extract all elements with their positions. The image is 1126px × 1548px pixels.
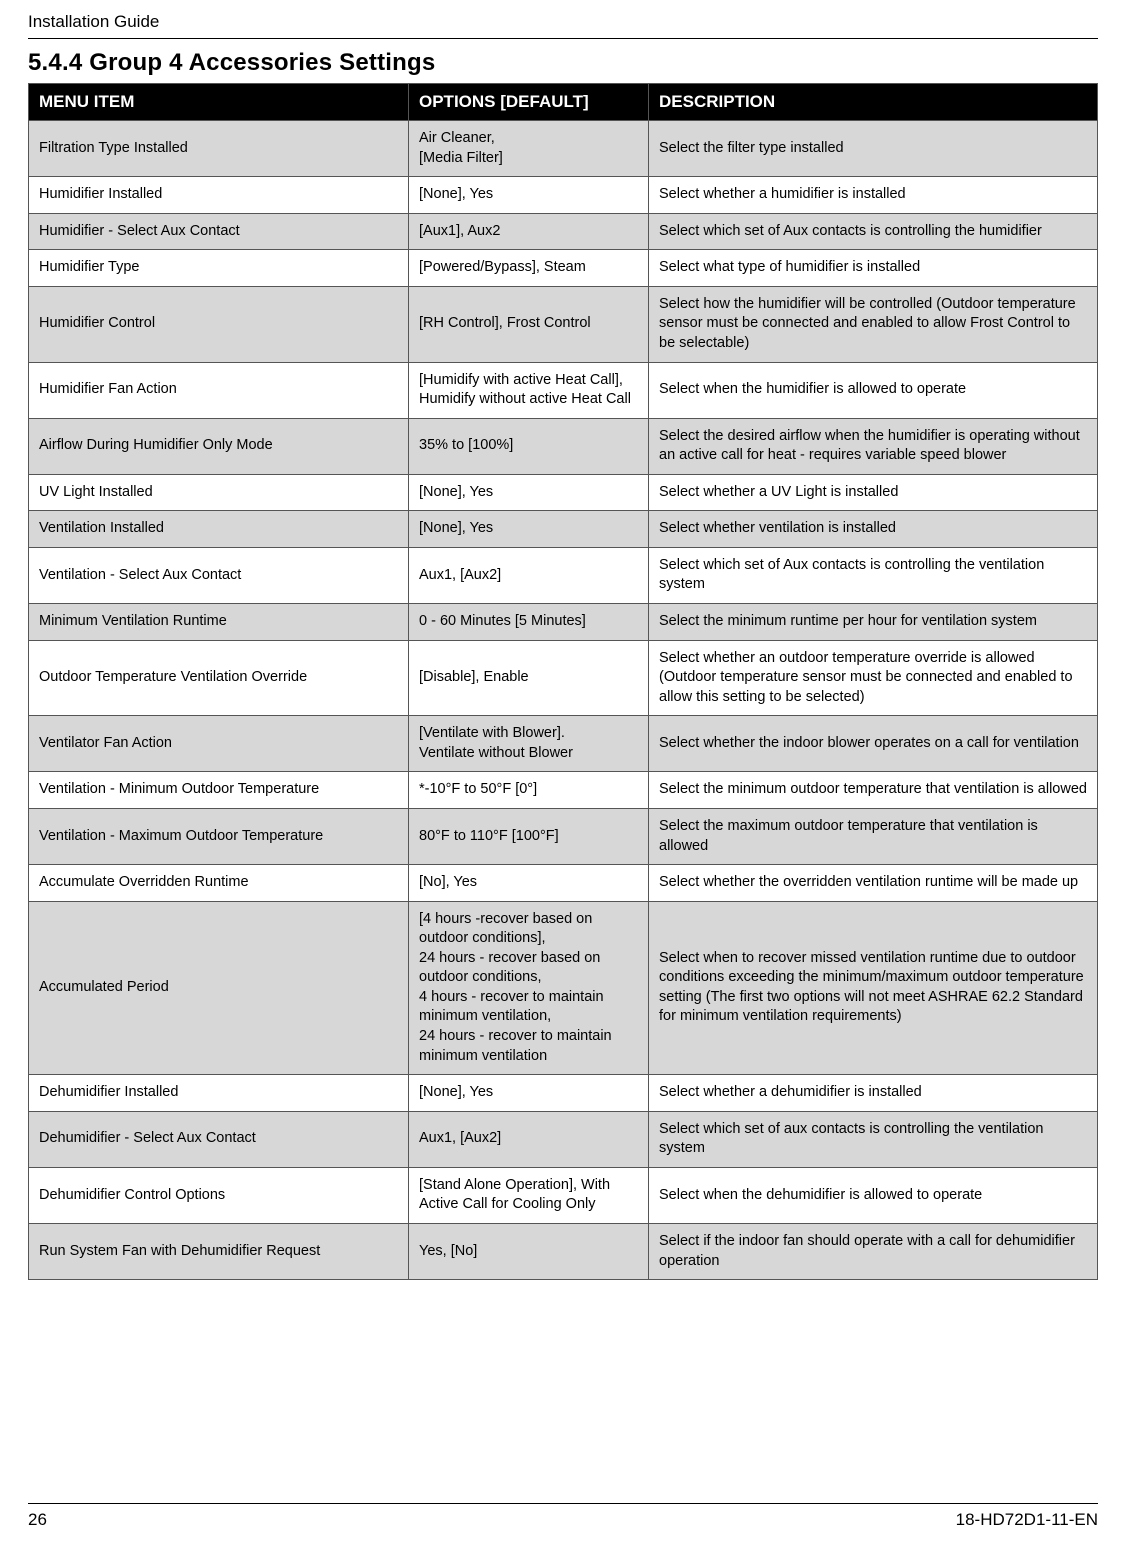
cell-menu-item: Ventilation - Select Aux Contact [29,547,409,603]
cell-description: Select which set of Aux contacts is cont… [649,213,1098,250]
cell-menu-item: Run System Fan with Dehumidifier Request [29,1223,409,1279]
cell-menu-item: Ventilation - Maximum Outdoor Temperatur… [29,808,409,864]
table-row: Humidifier - Select Aux Contact[Aux1], A… [29,213,1098,250]
cell-options: Air Cleaner, [Media Filter] [409,121,649,177]
cell-options: [None], Yes [409,177,649,214]
cell-description: Select when to recover missed ventilatio… [649,901,1098,1075]
cell-options: [Aux1], Aux2 [409,213,649,250]
cell-options: [Ventilate with Blower]. Ventilate witho… [409,716,649,772]
cell-options: [RH Control], Frost Control [409,286,649,362]
cell-description: Select which set of Aux contacts is cont… [649,547,1098,603]
cell-menu-item: Humidifier - Select Aux Contact [29,213,409,250]
cell-menu-item: Dehumidifier Installed [29,1075,409,1112]
cell-description: Select whether a dehumidifier is install… [649,1075,1098,1112]
table-row: Dehumidifier Installed[None], YesSelect … [29,1075,1098,1112]
table-row: Humidifier Installed[None], YesSelect wh… [29,177,1098,214]
cell-menu-item: Ventilation Installed [29,511,409,548]
table-row: Run System Fan with Dehumidifier Request… [29,1223,1098,1279]
cell-menu-item: UV Light Installed [29,474,409,511]
settings-table: MENU ITEM OPTIONS [DEFAULT] DESCRIPTION … [28,83,1098,1280]
cell-options: *-10°F to 50°F [0°] [409,772,649,809]
page-footer: 26 18-HD72D1-11-EN [28,1503,1098,1530]
table-row: Accumulated Period[4 hours -recover base… [29,901,1098,1075]
th-menu: MENU ITEM [29,84,409,121]
document-header: Installation Guide [28,12,1098,39]
cell-options: [None], Yes [409,474,649,511]
cell-menu-item: Airflow During Humidifier Only Mode [29,418,409,474]
cell-options: 80°F to 110°F [100°F] [409,808,649,864]
table-row: Filtration Type InstalledAir Cleaner, [M… [29,121,1098,177]
cell-description: Select the desired airflow when the humi… [649,418,1098,474]
cell-menu-item: Minimum Ventilation Runtime [29,604,409,641]
table-row: Ventilation Installed[None], YesSelect w… [29,511,1098,548]
cell-menu-item: Dehumidifier Control Options [29,1167,409,1223]
cell-description: Select which set of aux contacts is cont… [649,1111,1098,1167]
th-desc: DESCRIPTION [649,84,1098,121]
cell-menu-item: Ventilator Fan Action [29,716,409,772]
cell-description: Select how the humidifier will be contro… [649,286,1098,362]
cell-options: [Humidify with active Heat Call], Humidi… [409,362,649,418]
cell-description: Select whether ventilation is installed [649,511,1098,548]
cell-description: Select whether a humidifier is installed [649,177,1098,214]
cell-description: Select the maximum outdoor temperature t… [649,808,1098,864]
cell-menu-item: Humidifier Fan Action [29,362,409,418]
table-row: Airflow During Humidifier Only Mode35% t… [29,418,1098,474]
cell-menu-item: Dehumidifier - Select Aux Contact [29,1111,409,1167]
th-options: OPTIONS [DEFAULT] [409,84,649,121]
table-row: UV Light Installed[None], YesSelect whet… [29,474,1098,511]
cell-description: Select whether an outdoor temperature ov… [649,640,1098,716]
cell-description: Select if the indoor fan should operate … [649,1223,1098,1279]
table-row: Outdoor Temperature Ventilation Override… [29,640,1098,716]
table-row: Ventilation - Minimum Outdoor Temperatur… [29,772,1098,809]
cell-menu-item: Humidifier Control [29,286,409,362]
table-row: Minimum Ventilation Runtime0 - 60 Minute… [29,604,1098,641]
cell-description: Select when the dehumidifier is allowed … [649,1167,1098,1223]
cell-options: [None], Yes [409,1075,649,1112]
cell-options: Aux1, [Aux2] [409,1111,649,1167]
settings-table-body: Filtration Type InstalledAir Cleaner, [M… [29,121,1098,1280]
cell-options: 35% to [100%] [409,418,649,474]
cell-options: [None], Yes [409,511,649,548]
table-row: Ventilator Fan Action[Ventilate with Blo… [29,716,1098,772]
table-row: Dehumidifier Control Options[Stand Alone… [29,1167,1098,1223]
cell-options: 0 - 60 Minutes [5 Minutes] [409,604,649,641]
page-container: Installation Guide 5.4.4 Group 4 Accesso… [0,0,1126,1548]
table-row: Dehumidifier - Select Aux ContactAux1, [… [29,1111,1098,1167]
cell-options: Yes, [No] [409,1223,649,1279]
cell-options: [No], Yes [409,865,649,902]
cell-description: Select the minimum outdoor temperature t… [649,772,1098,809]
table-row: Humidifier Fan Action[Humidify with acti… [29,362,1098,418]
table-row: Humidifier Type[Powered/Bypass], SteamSe… [29,250,1098,287]
cell-menu-item: Outdoor Temperature Ventilation Override [29,640,409,716]
cell-options: [Disable], Enable [409,640,649,716]
section-title: 5.4.4 Group 4 Accessories Settings [28,49,1098,77]
table-row: Accumulate Overridden Runtime[No], YesSe… [29,865,1098,902]
table-row: Ventilation - Select Aux ContactAux1, [A… [29,547,1098,603]
cell-description: Select the filter type installed [649,121,1098,177]
table-row: Humidifier Control[RH Control], Frost Co… [29,286,1098,362]
cell-menu-item: Accumulated Period [29,901,409,1075]
cell-description: Select when the humidifier is allowed to… [649,362,1098,418]
cell-options: [Stand Alone Operation], With Active Cal… [409,1167,649,1223]
cell-description: Select the minimum runtime per hour for … [649,604,1098,641]
cell-description: Select what type of humidifier is instal… [649,250,1098,287]
doc-code: 18-HD72D1-11-EN [956,1510,1098,1530]
cell-menu-item: Filtration Type Installed [29,121,409,177]
cell-menu-item: Ventilation - Minimum Outdoor Temperatur… [29,772,409,809]
table-row: Ventilation - Maximum Outdoor Temperatur… [29,808,1098,864]
cell-menu-item: Humidifier Installed [29,177,409,214]
cell-options: [4 hours -recover based on outdoor condi… [409,901,649,1075]
cell-menu-item: Humidifier Type [29,250,409,287]
cell-description: Select whether the indoor blower operate… [649,716,1098,772]
cell-menu-item: Accumulate Overridden Runtime [29,865,409,902]
cell-description: Select whether the overridden ventilatio… [649,865,1098,902]
page-number: 26 [28,1510,47,1530]
table-header-row: MENU ITEM OPTIONS [DEFAULT] DESCRIPTION [29,84,1098,121]
cell-options: [Powered/Bypass], Steam [409,250,649,287]
cell-description: Select whether a UV Light is installed [649,474,1098,511]
cell-options: Aux1, [Aux2] [409,547,649,603]
